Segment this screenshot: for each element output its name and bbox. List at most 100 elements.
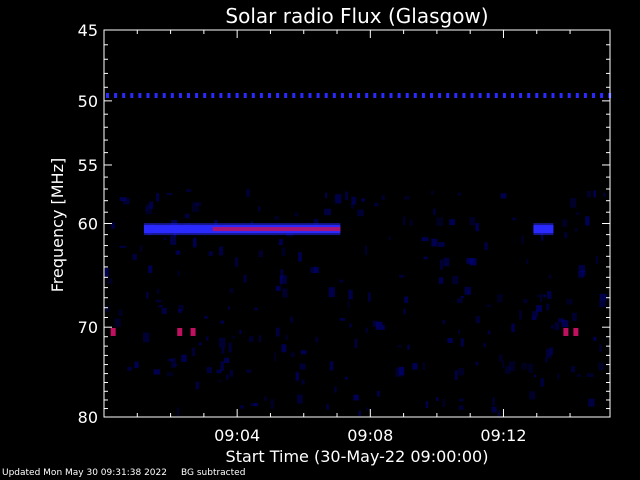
noise-speck xyxy=(491,406,497,413)
noise-speck xyxy=(595,255,599,265)
noise-speck xyxy=(376,391,381,397)
noise-speck xyxy=(464,286,471,295)
noise-speck xyxy=(158,305,163,308)
noise-speck xyxy=(458,367,464,376)
interference-dash xyxy=(340,93,344,98)
y-tick-label: 70 xyxy=(78,318,98,337)
noise-speck xyxy=(282,288,288,298)
noise-speck xyxy=(586,191,591,198)
noise-speck xyxy=(403,216,406,226)
interference-dash xyxy=(421,93,425,98)
noise-speck xyxy=(281,344,287,353)
noise-speck xyxy=(351,196,357,205)
noise-speck xyxy=(492,397,495,406)
noise-speck xyxy=(156,288,160,294)
noise-speck xyxy=(397,344,402,348)
interference-dash xyxy=(106,93,109,98)
noise-speck xyxy=(220,320,224,324)
noise-speck xyxy=(208,251,213,256)
interference-dash xyxy=(494,93,498,98)
noise-speck xyxy=(276,327,280,337)
noise-speck xyxy=(149,201,154,209)
noise-speck xyxy=(145,204,152,215)
noise-speck xyxy=(569,197,577,208)
noise-speck xyxy=(593,190,596,198)
noise-speck xyxy=(358,410,361,417)
interference-dash xyxy=(292,93,296,98)
interference-dash xyxy=(600,93,604,98)
interference-dash xyxy=(284,93,288,98)
emission-band-core xyxy=(212,227,341,232)
noise-speck xyxy=(290,352,295,358)
noise-speck xyxy=(545,348,552,359)
noise-speck xyxy=(313,266,319,273)
noise-speck xyxy=(374,202,379,207)
interference-dash xyxy=(122,93,126,98)
noise-speck xyxy=(431,238,438,247)
noise-speck xyxy=(345,376,348,380)
interference-dash xyxy=(357,93,361,98)
noise-speck xyxy=(466,258,474,264)
noise-speck xyxy=(531,316,537,320)
interference-dash xyxy=(559,93,563,98)
noise-speck xyxy=(561,320,569,328)
interference-dash xyxy=(397,93,401,98)
noise-speck xyxy=(436,397,439,401)
noise-speck xyxy=(403,308,406,315)
noise-speck xyxy=(156,193,160,202)
noise-speck xyxy=(475,316,481,324)
noise-speck xyxy=(585,216,590,226)
interference-dash xyxy=(114,93,118,98)
noise-speck xyxy=(460,338,464,347)
interference-dash xyxy=(251,93,255,98)
interference-dash xyxy=(454,93,458,98)
noise-speck xyxy=(315,336,319,343)
noise-speck xyxy=(297,394,303,404)
interference-dash xyxy=(203,93,207,98)
noise-speck xyxy=(155,299,162,303)
noise-speck xyxy=(549,347,554,356)
y-tick-label: 80 xyxy=(78,408,98,427)
noise-speck xyxy=(469,217,476,226)
noise-speck xyxy=(122,198,130,205)
noise-speck xyxy=(224,357,230,363)
noise-speck xyxy=(171,358,176,368)
noise-speck xyxy=(381,195,385,201)
noise-speck xyxy=(353,394,359,401)
interference-dash xyxy=(575,93,579,98)
noise-speck xyxy=(593,336,597,341)
noise-speck xyxy=(547,291,552,299)
interference-dash xyxy=(413,93,417,98)
interference-dash xyxy=(486,93,490,98)
interference-dash xyxy=(259,93,263,98)
noise-speck xyxy=(597,362,605,371)
interference-dash xyxy=(502,93,506,98)
noise-speck xyxy=(161,307,167,314)
interference-dash xyxy=(527,93,531,98)
noise-speck xyxy=(243,274,247,283)
noise-speck xyxy=(234,257,239,267)
noise-speck xyxy=(587,373,594,378)
noise-speck xyxy=(239,330,242,334)
noise-speck xyxy=(301,379,305,385)
noise-speck xyxy=(143,332,150,343)
noise-speck xyxy=(132,253,137,261)
noise-speck xyxy=(511,323,515,333)
interference-dash xyxy=(365,93,369,98)
noise-speck xyxy=(500,193,507,199)
interference-dash xyxy=(243,93,247,98)
noise-speck xyxy=(540,378,545,387)
noise-speck xyxy=(536,295,541,298)
noise-speck xyxy=(274,352,277,362)
noise-speck xyxy=(442,399,446,408)
noise-speck xyxy=(543,294,546,298)
noise-speck xyxy=(423,256,428,260)
noise-speck xyxy=(166,372,174,377)
noise-speck xyxy=(114,318,121,327)
noise-speck xyxy=(195,202,202,206)
noise-speck xyxy=(229,369,233,377)
noise-speck xyxy=(528,363,534,373)
noise-speck xyxy=(486,304,491,308)
interference-dash xyxy=(187,93,190,98)
noise-speck xyxy=(546,303,550,311)
